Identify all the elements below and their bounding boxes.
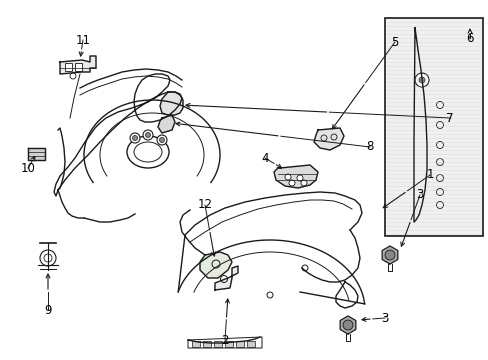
Text: 1: 1 (426, 168, 433, 181)
Circle shape (142, 130, 153, 140)
Circle shape (418, 77, 424, 83)
Polygon shape (382, 246, 397, 264)
Text: 5: 5 (390, 36, 398, 49)
Text: 7: 7 (446, 112, 453, 125)
Polygon shape (160, 92, 183, 115)
Circle shape (301, 180, 306, 186)
Text: 6: 6 (465, 31, 473, 45)
Circle shape (159, 138, 164, 143)
Circle shape (130, 133, 140, 143)
Polygon shape (215, 266, 238, 290)
Bar (203, 341, 210, 347)
Text: 9: 9 (44, 303, 52, 316)
Polygon shape (60, 56, 96, 74)
Circle shape (285, 174, 290, 180)
Polygon shape (313, 128, 343, 150)
Text: 4: 4 (261, 152, 268, 165)
Text: 11: 11 (75, 33, 90, 46)
Polygon shape (273, 165, 317, 188)
Text: 10: 10 (20, 162, 35, 175)
Bar (214, 341, 222, 347)
Text: 3: 3 (415, 189, 423, 202)
Circle shape (343, 320, 352, 330)
Circle shape (40, 250, 56, 266)
Circle shape (384, 250, 394, 260)
Polygon shape (158, 115, 175, 133)
Circle shape (157, 135, 167, 145)
Text: 12: 12 (197, 198, 212, 211)
Bar (246, 341, 254, 347)
Bar (384, 18, 482, 236)
Text: 2: 2 (221, 333, 228, 346)
Circle shape (145, 132, 150, 138)
Bar (65, 63, 72, 71)
Circle shape (288, 180, 294, 186)
Circle shape (296, 175, 303, 181)
Text: 3: 3 (381, 311, 388, 324)
Text: 8: 8 (366, 140, 373, 153)
Circle shape (414, 73, 428, 87)
Polygon shape (28, 148, 45, 160)
Polygon shape (340, 316, 355, 334)
Bar (236, 341, 244, 347)
Bar (224, 341, 232, 347)
Polygon shape (200, 252, 231, 278)
Bar (75, 63, 82, 71)
Circle shape (132, 135, 137, 140)
Bar (192, 341, 200, 347)
